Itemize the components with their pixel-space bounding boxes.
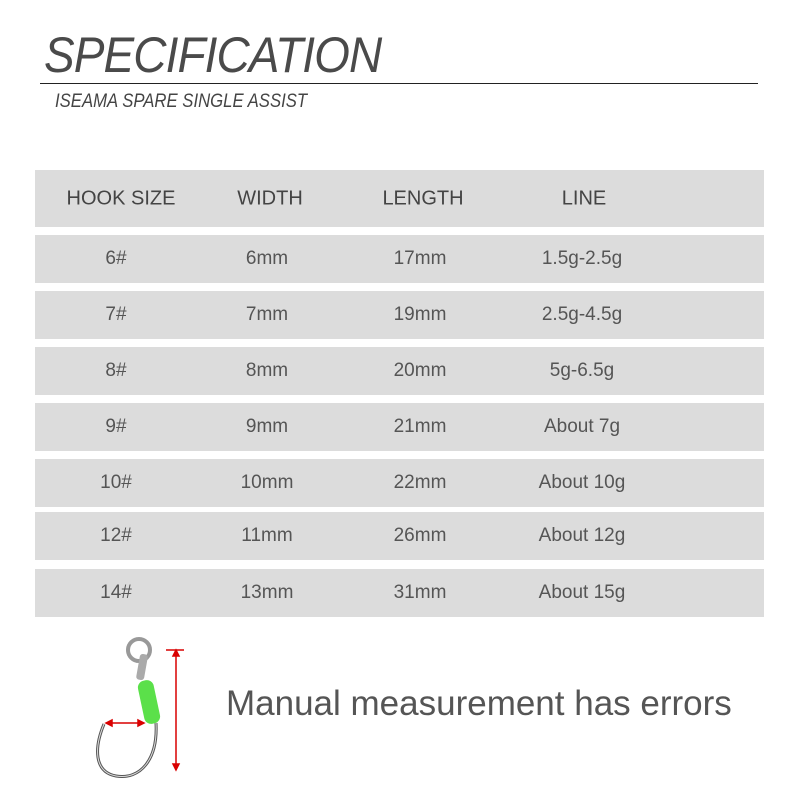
measurement-note: Manual measurement has errors — [226, 684, 732, 723]
line-cell: 1.5g-2.5g — [541, 248, 623, 269]
hook-size-cell: 9# — [105, 416, 127, 437]
width-cell: 11mm — [241, 525, 293, 546]
line-cell: 2.5g-4.5g — [541, 304, 623, 325]
hook-diagram — [96, 637, 184, 778]
table-row: 8# 8mm 20mm 5g-6.5g — [35, 347, 764, 395]
line-cell: About 10g — [538, 472, 626, 493]
width-cell: 9mm — [245, 416, 289, 437]
table-row: 14# 13mm 31mm About 15g — [35, 569, 764, 617]
table-row: 10# 10mm 22mm About 10g — [35, 459, 764, 507]
line-cell: About 12g — [538, 525, 626, 546]
hook-size-cell: 12# — [100, 525, 132, 546]
line-cell: About 7g — [543, 416, 621, 437]
column-header-line: LINE — [561, 187, 607, 209]
width-arrow-icon — [104, 718, 146, 728]
length-cell: 26mm — [393, 525, 447, 546]
column-header-hook-size: HOOK SIZE — [66, 187, 176, 209]
width-cell: 6mm — [245, 248, 289, 269]
width-cell: 7mm — [245, 304, 289, 325]
length-cell: 21mm — [393, 416, 447, 437]
table-row: 7# 7mm 19mm 2.5g-4.5g — [35, 291, 764, 339]
column-header-width: WIDTH — [237, 187, 303, 209]
column-header-length: LENGTH — [382, 187, 464, 209]
length-cell: 17mm — [393, 248, 447, 269]
product-subtitle: ISEAMA SPARE SINGLE ASSIST — [55, 91, 308, 112]
line-cell: About 15g — [538, 582, 626, 603]
hook-size-cell: 7# — [105, 304, 127, 325]
length-arrow-icon — [166, 648, 184, 772]
title-divider — [40, 83, 758, 84]
line-cell: 5g-6.5g — [549, 360, 615, 381]
hook-size-cell: 14# — [100, 582, 132, 603]
hook-size-cell: 8# — [105, 360, 127, 381]
length-cell: 19mm — [393, 304, 447, 325]
page-title: SPECIFICATION — [44, 27, 382, 83]
table-row: 12# 11mm 26mm About 12g — [35, 512, 764, 560]
table-row: 6# 6mm 17mm 1.5g-2.5g — [35, 235, 764, 283]
length-cell: 20mm — [393, 360, 447, 381]
width-cell: 10mm — [240, 472, 294, 493]
hook-size-cell: 10# — [100, 472, 132, 493]
table-row: 9# 9mm 21mm About 7g — [35, 403, 764, 451]
green-sleeve — [137, 680, 161, 724]
length-cell: 22mm — [393, 472, 447, 493]
hook-icon — [96, 722, 158, 778]
width-cell: 8mm — [245, 360, 289, 381]
table-header-row: HOOK SIZE WIDTH LENGTH LINE — [35, 170, 764, 227]
hook-size-cell: 6# — [105, 248, 127, 269]
length-cell: 31mm — [393, 582, 447, 603]
width-cell: 13mm — [240, 582, 294, 603]
